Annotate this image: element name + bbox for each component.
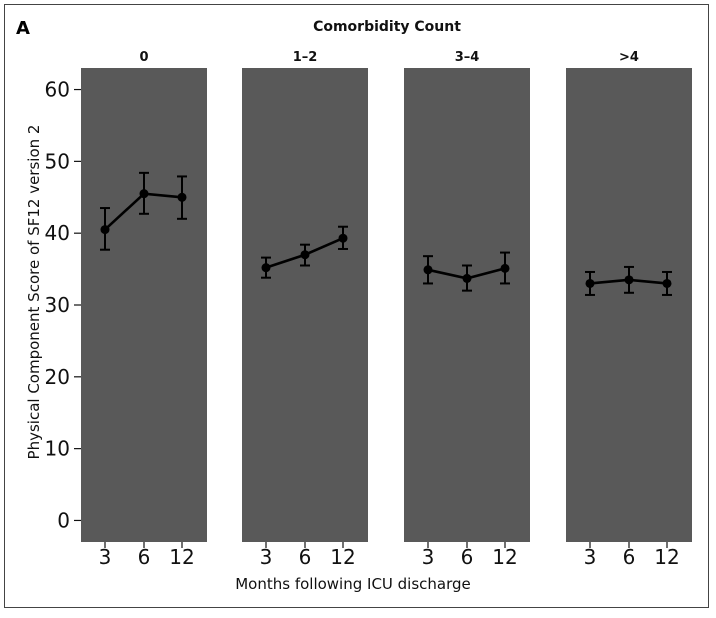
x-tick-label: 3 <box>99 545 112 569</box>
facet-panel <box>81 68 207 542</box>
data-point <box>585 278 595 288</box>
panel-label: A <box>16 18 30 39</box>
y-tick-label: 30 <box>45 293 70 317</box>
data-point <box>300 250 310 260</box>
facet-header: >4 <box>619 50 639 65</box>
x-tick-label: 3 <box>584 545 597 569</box>
y-tick-label: 0 <box>57 508 70 532</box>
y-tick-label: 10 <box>45 437 70 461</box>
x-tick-label: 6 <box>461 545 474 569</box>
data-point <box>139 189 149 199</box>
figure-frame <box>4 4 709 608</box>
x-tick-label: 3 <box>260 545 273 569</box>
facet-header: 1–2 <box>293 50 318 65</box>
y-axis-label: Physical Component Score of SF12 version… <box>25 125 43 460</box>
data-point <box>261 263 271 273</box>
data-point <box>177 192 187 202</box>
x-tick-label: 6 <box>623 545 636 569</box>
data-point <box>462 273 472 283</box>
x-tick-label: 12 <box>654 545 679 569</box>
facet-header: 0 <box>139 50 148 65</box>
facet-panel <box>404 68 530 542</box>
y-tick-label: 60 <box>45 78 70 102</box>
x-tick-label: 12 <box>492 545 517 569</box>
x-tick-label: 3 <box>422 545 435 569</box>
data-point <box>624 275 634 285</box>
data-point <box>338 233 348 243</box>
x-tick-label: 6 <box>138 545 151 569</box>
plot-area: 0 10 20 30 40 50 60 0 3 6 12 1–2 3 6 12 3–4 3 6 12 >4 3 6 12 <box>45 50 692 569</box>
x-tick-label: 12 <box>169 545 194 569</box>
facet-panel <box>242 68 368 542</box>
y-tick-label: 50 <box>45 149 70 173</box>
y-tick-label: 20 <box>45 365 70 389</box>
facet-header: 3–4 <box>455 50 480 65</box>
x-tick-label: 12 <box>330 545 355 569</box>
data-point <box>662 278 672 288</box>
y-tick-label: 40 <box>45 221 70 245</box>
x-axis-label: Months following ICU discharge <box>235 575 471 593</box>
facet-panel <box>566 68 692 542</box>
x-tick-label: 6 <box>299 545 312 569</box>
data-point <box>423 265 433 275</box>
data-point <box>500 263 510 273</box>
chart-title: Comorbidity Count <box>313 19 461 35</box>
data-point <box>100 225 110 235</box>
